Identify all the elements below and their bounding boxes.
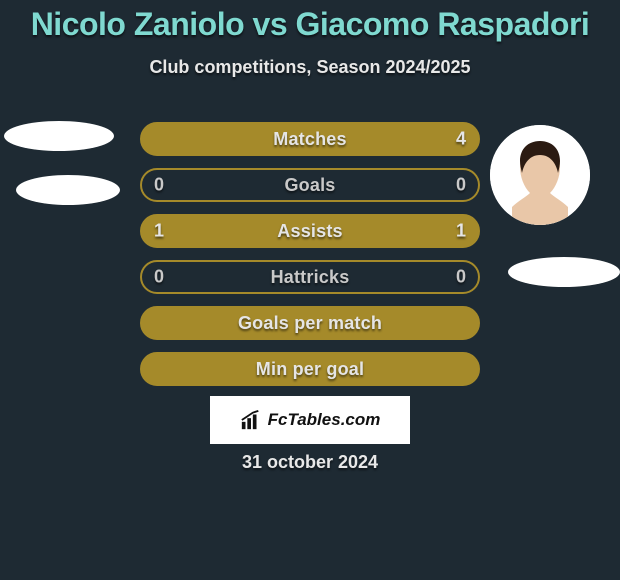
source-badge: FcTables.com (210, 396, 410, 444)
stat-label: Min per goal (256, 359, 364, 380)
content: Nicolo Zaniolo vs Giacomo Raspadori Club… (0, 0, 620, 580)
stat-right: 4 (456, 129, 466, 150)
stat-left: 1 (154, 221, 164, 242)
stat-label: Matches (273, 129, 346, 150)
source-badge-wrap: FcTables.com (0, 396, 620, 444)
stat-left: 0 (154, 175, 164, 196)
stat-left: 0 (154, 267, 164, 288)
date-text: 31 october 2024 (0, 452, 620, 473)
comparison-title: Nicolo Zaniolo vs Giacomo Raspadori (0, 6, 620, 43)
player-right-avatar (490, 125, 590, 225)
stat-row-matches: Matches 4 (140, 122, 480, 156)
stat-right: 0 (456, 175, 466, 196)
stat-label: Goals per match (238, 313, 382, 334)
stat-row-gpm: Goals per match (140, 306, 480, 340)
chart-icon (240, 409, 262, 431)
stats-list: Matches 4 0 Goals 0 1 Assists 1 0 Hattri… (140, 122, 480, 398)
stat-row-goals: 0 Goals 0 (140, 168, 480, 202)
stat-label: Goals (284, 175, 335, 196)
stat-row-mpg: Min per goal (140, 352, 480, 386)
source-badge-label: FcTables.com (268, 410, 381, 430)
stat-row-hattricks: 0 Hattricks 0 (140, 260, 480, 294)
player-left-oval1 (4, 121, 114, 151)
player-right-oval (508, 257, 620, 287)
player-left-oval2 (16, 175, 120, 205)
stat-label: Hattricks (271, 267, 350, 288)
comparison-subtitle: Club competitions, Season 2024/2025 (0, 57, 620, 78)
stat-right: 0 (456, 267, 466, 288)
stat-row-assists: 1 Assists 1 (140, 214, 480, 248)
stat-right: 1 (456, 221, 466, 242)
stat-label: Assists (277, 221, 342, 242)
